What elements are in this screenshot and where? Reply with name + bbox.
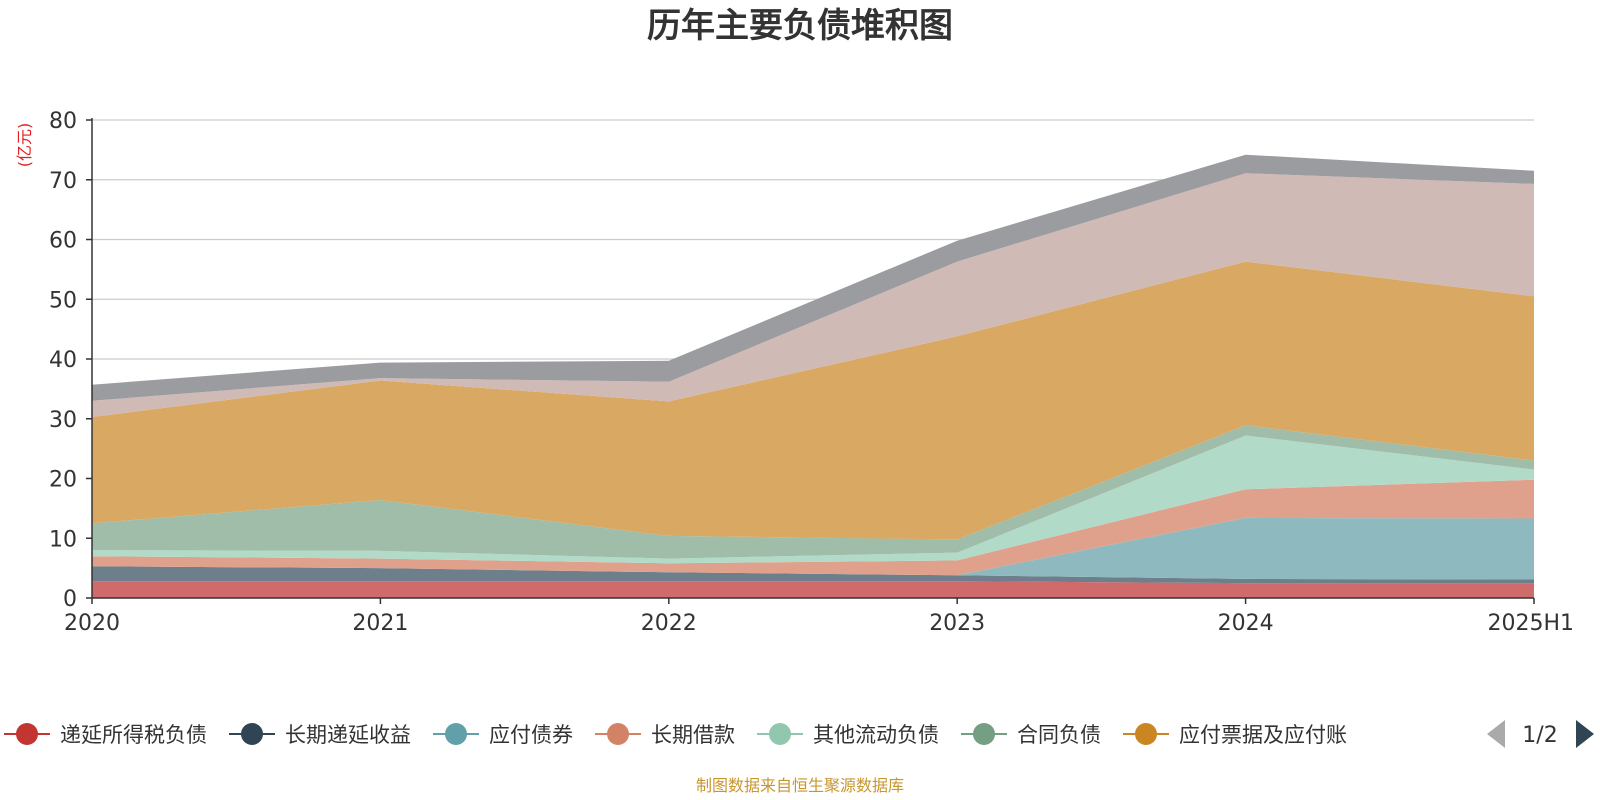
legend-item[interactable]: 其他流动负债 — [757, 723, 939, 747]
area-series-5[interactable] — [92, 425, 1534, 559]
legend-label: 长期借款 — [651, 723, 735, 747]
legend-circle-marker — [16, 723, 38, 745]
x-tick-label: 2024 — [1218, 611, 1274, 636]
area-series-6[interactable] — [92, 261, 1534, 540]
legend-label: 应付债券 — [489, 723, 573, 747]
area-series-0[interactable] — [92, 581, 1534, 598]
y-axis-unit-label: (亿元) — [15, 123, 34, 168]
y-tick-label: 40 — [49, 348, 77, 373]
area-series-1[interactable] — [92, 566, 1534, 584]
y-tick-label: 60 — [49, 229, 77, 254]
y-tick-label: 80 — [49, 109, 77, 134]
chart-title: 历年主要负债堆积图 — [647, 6, 953, 46]
legend-circle-marker — [445, 723, 467, 745]
y-tick-label: 30 — [49, 408, 77, 433]
area-series-4[interactable] — [92, 435, 1534, 564]
legend-label: 递延所得税负债 — [60, 723, 207, 747]
area-series-7[interactable] — [92, 173, 1534, 417]
area-series-2[interactable] — [92, 517, 1534, 580]
legend-page-indicator: 1/2 — [1522, 723, 1557, 748]
area-series-8[interactable] — [92, 154, 1534, 401]
x-tick-label: 2021 — [352, 611, 408, 636]
axes: 0 10 20 30 40 50 60 70 80 2020 2021 2022 2023 2024 202… — [49, 109, 1574, 636]
legend-prev-page-icon[interactable] — [1487, 720, 1505, 748]
y-tick-label: 70 — [49, 169, 77, 194]
legend-circle-marker — [1135, 723, 1157, 745]
legend-item[interactable]: 长期借款 — [595, 723, 735, 747]
legend-label: 长期递延收益 — [285, 723, 411, 747]
area-series-3[interactable] — [92, 479, 1534, 576]
y-tick-label: 50 — [49, 288, 77, 313]
legend-item[interactable]: 应付票据及应付账 — [1123, 723, 1347, 747]
legend-circle-marker — [241, 723, 263, 745]
legend-circle-marker — [769, 723, 791, 745]
x-tick-label: 2025H1 — [1487, 611, 1574, 636]
legend-item[interactable]: 合同负债 — [961, 723, 1101, 747]
x-tick-label: 2023 — [929, 611, 985, 636]
source-note: 制图数据来自恒生聚源数据库 — [696, 776, 904, 795]
y-tick-label: 10 — [49, 527, 77, 552]
legend-label: 其他流动负债 — [813, 723, 939, 747]
x-tick-label: 2022 — [641, 611, 697, 636]
y-tick-label: 0 — [63, 587, 77, 612]
legend-label: 合同负债 — [1017, 723, 1101, 747]
stacked-areas — [92, 154, 1534, 598]
legend-label: 应付票据及应付账 — [1179, 723, 1347, 747]
legend-item[interactable]: 应付债券 — [433, 723, 573, 747]
legend-item[interactable]: 长期递延收益 — [229, 723, 411, 747]
legend-next-page-icon[interactable] — [1576, 720, 1594, 748]
x-tick-label: 2020 — [64, 611, 120, 636]
legend: 递延所得税负债 长期递延收益 应付债券 长期借款 其他流动负债 合同负债 应付票据及应付账 … — [4, 720, 1594, 748]
legend-circle-marker — [973, 723, 995, 745]
legend-circle-marker — [607, 723, 629, 745]
legend-item[interactable]: 递延所得税负债 — [4, 723, 207, 747]
y-tick-label: 20 — [49, 468, 77, 493]
